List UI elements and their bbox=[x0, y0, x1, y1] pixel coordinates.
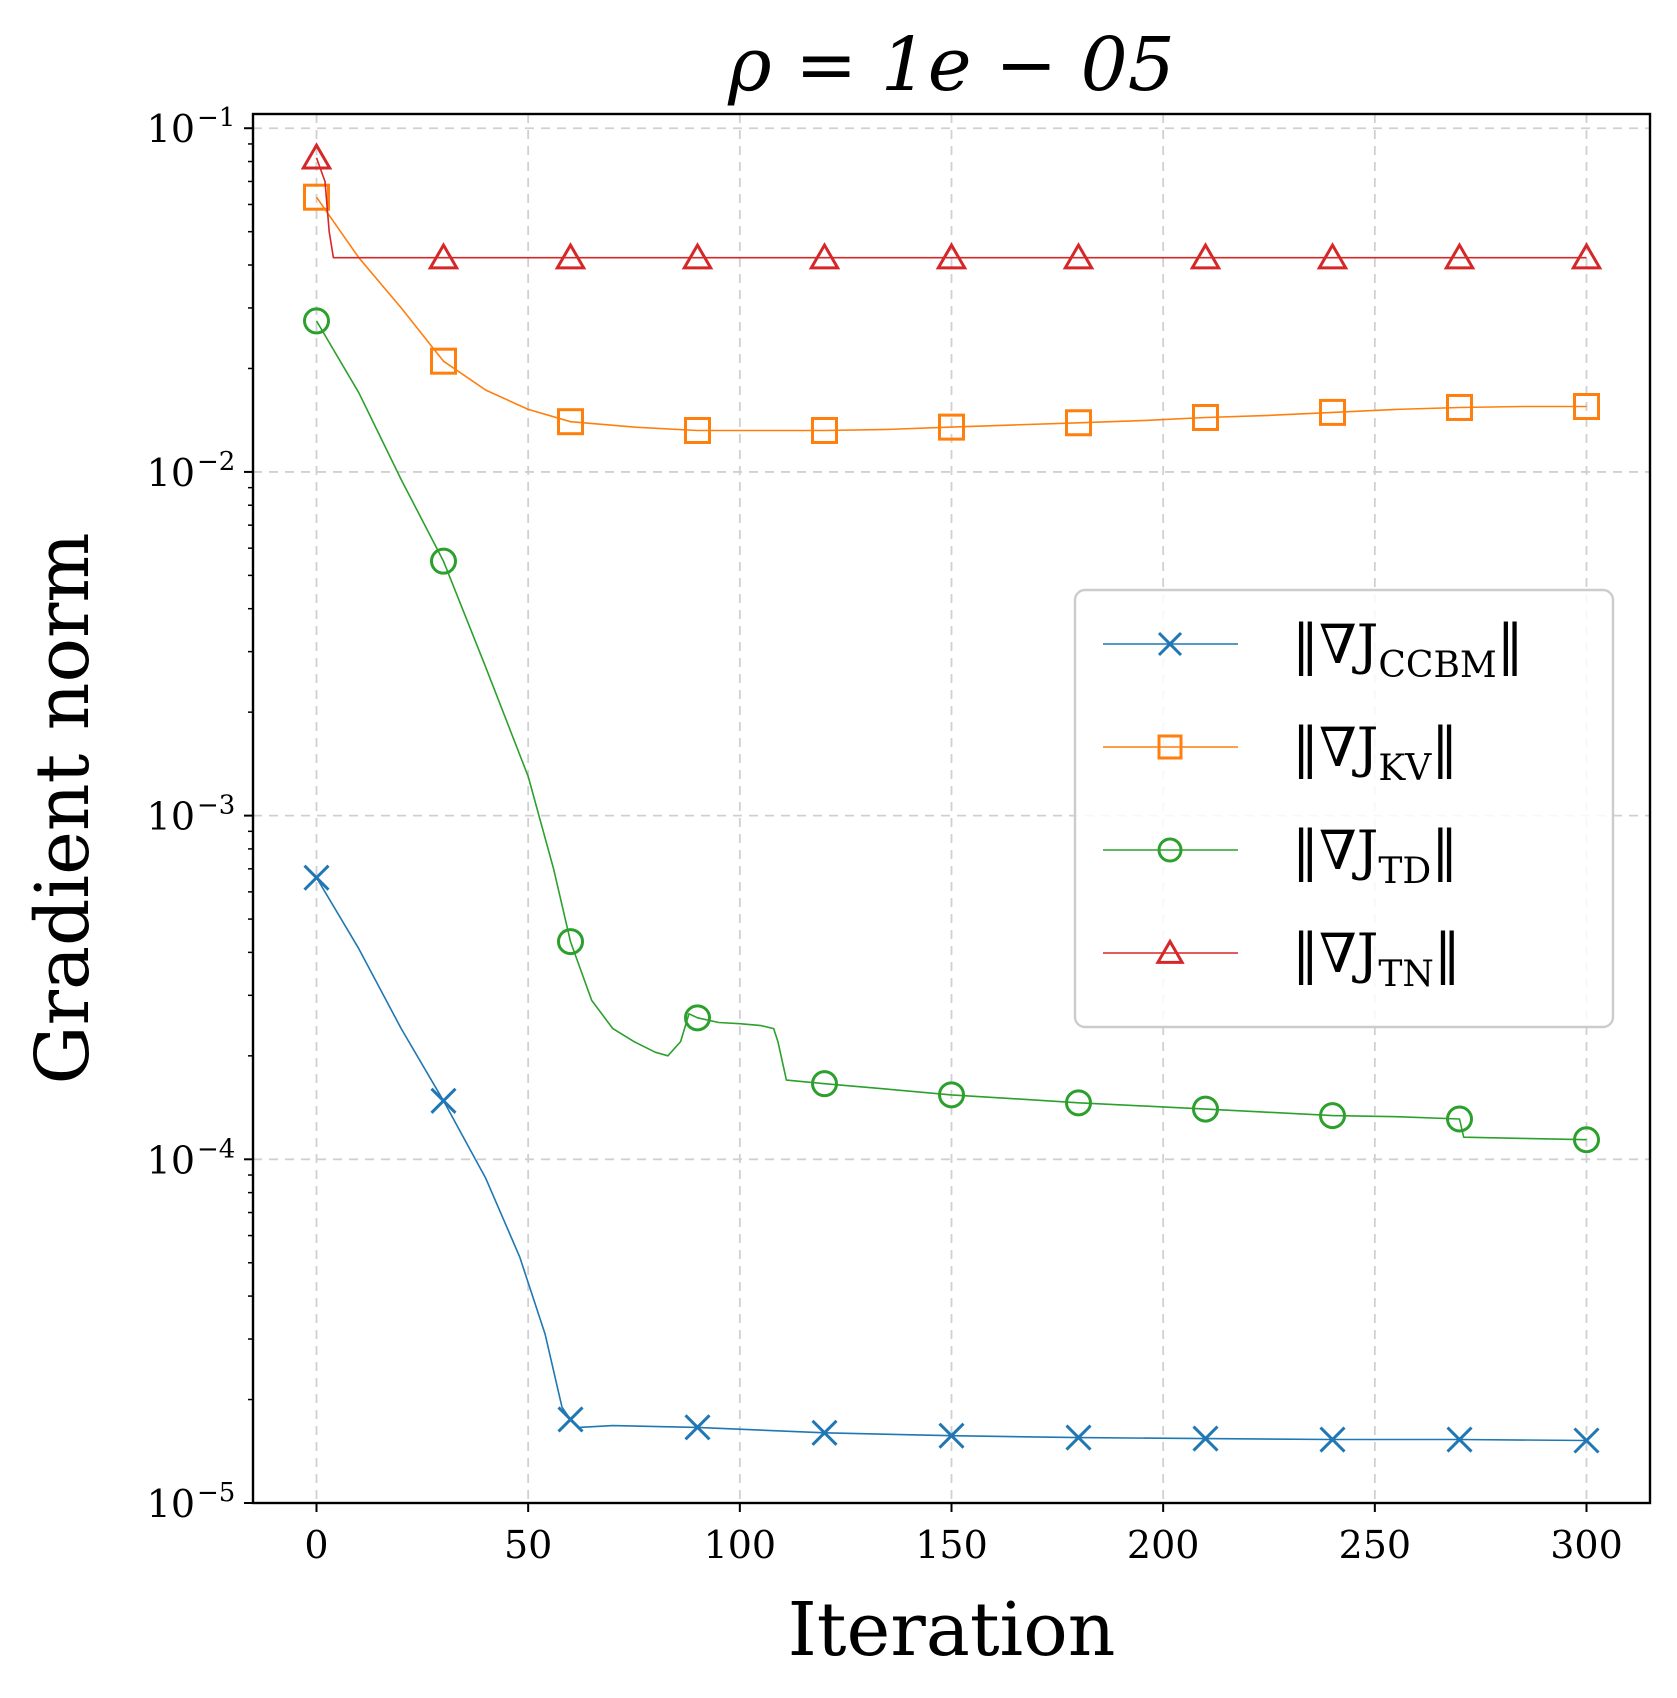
data-point-ccbm bbox=[1192, 1425, 1219, 1452]
legend-label-tn: ‖∇JTN‖ bbox=[1292, 922, 1461, 995]
data-point-kv bbox=[1319, 398, 1346, 426]
legend-item-tn: ‖∇JTN‖ bbox=[1103, 922, 1461, 995]
legend-marker-ccbm bbox=[1157, 631, 1183, 657]
data-point-tn bbox=[1062, 242, 1095, 270]
data-point-kv bbox=[1192, 403, 1219, 431]
y-tick-exponent: −4 bbox=[197, 1134, 235, 1164]
x-tick-label: 250 bbox=[1339, 1523, 1412, 1567]
data-point-tn bbox=[1570, 242, 1603, 270]
data-point-td bbox=[811, 1070, 838, 1098]
data-point-tn bbox=[808, 242, 841, 270]
data-point-ccbm bbox=[1573, 1427, 1600, 1454]
data-point-kv bbox=[557, 408, 584, 436]
y-tick-label: 10 bbox=[147, 451, 195, 495]
series-line-td bbox=[315, 320, 1587, 1141]
legend-marker-tn bbox=[1155, 938, 1185, 964]
data-point-kv bbox=[430, 347, 457, 375]
data-point-kv bbox=[938, 413, 965, 441]
data-point-tn bbox=[300, 142, 333, 170]
legend-item-ccbm: ‖∇JCCBM‖ bbox=[1103, 613, 1524, 686]
data-point-kv bbox=[1446, 393, 1473, 421]
data-point-ccbm bbox=[1446, 1426, 1473, 1453]
y-axis-label: Gradient norm bbox=[20, 532, 106, 1084]
data-point-ccbm bbox=[303, 864, 330, 891]
legend-label-td: ‖∇JTD‖ bbox=[1292, 819, 1458, 892]
series-td bbox=[303, 307, 1600, 1154]
data-point-kv bbox=[303, 183, 330, 211]
data-point-ccbm bbox=[430, 1087, 457, 1114]
legend-label-kv: ‖∇JKV‖ bbox=[1292, 716, 1458, 789]
x-tick-label: 300 bbox=[1550, 1523, 1623, 1567]
data-point-ccbm bbox=[1319, 1426, 1346, 1453]
legend-item-kv: ‖∇JKV‖ bbox=[1103, 716, 1458, 789]
data-point-tn bbox=[554, 242, 587, 270]
series-tn bbox=[300, 142, 1603, 270]
data-point-ccbm bbox=[811, 1419, 838, 1446]
y-tick-label: 10 bbox=[147, 1138, 195, 1182]
data-point-td bbox=[938, 1081, 965, 1109]
legend-marker-kv bbox=[1157, 734, 1183, 760]
series-layer bbox=[300, 142, 1603, 1454]
data-point-td bbox=[1446, 1105, 1473, 1133]
data-point-ccbm bbox=[684, 1414, 711, 1441]
data-point-tn bbox=[935, 242, 968, 270]
y-tick-exponent: −1 bbox=[197, 103, 235, 133]
series-line-kv bbox=[315, 196, 1587, 432]
y-tick-exponent: −5 bbox=[197, 1478, 235, 1508]
x-tick-label: 150 bbox=[915, 1523, 988, 1567]
legend-label-ccbm: ‖∇JCCBM‖ bbox=[1292, 613, 1524, 686]
data-point-kv bbox=[684, 416, 711, 444]
x-axis-label: Iteration bbox=[788, 1587, 1116, 1673]
x-tick-label: 0 bbox=[304, 1523, 328, 1567]
legend-box bbox=[1073, 588, 1615, 1029]
data-point-tn bbox=[681, 242, 714, 270]
data-point-tn bbox=[427, 242, 460, 270]
data-point-ccbm bbox=[938, 1422, 965, 1449]
data-point-tn bbox=[1189, 242, 1222, 270]
data-point-kv bbox=[1573, 393, 1600, 421]
y-tick-label: 10 bbox=[147, 107, 195, 151]
data-point-ccbm bbox=[557, 1406, 584, 1433]
y-tick-label: 10 bbox=[147, 1482, 195, 1526]
data-point-kv bbox=[811, 416, 838, 444]
x-tick-label: 200 bbox=[1127, 1523, 1200, 1567]
data-point-td bbox=[1573, 1126, 1600, 1154]
data-point-td bbox=[684, 1004, 711, 1032]
series-kv bbox=[303, 183, 1600, 444]
data-point-td bbox=[430, 547, 457, 575]
legend-item-td: ‖∇JTD‖ bbox=[1103, 819, 1458, 892]
y-tick-exponent: −2 bbox=[197, 447, 235, 477]
data-point-td bbox=[1192, 1095, 1219, 1123]
data-point-td bbox=[1065, 1089, 1092, 1117]
data-point-kv bbox=[1065, 409, 1092, 437]
data-point-tn bbox=[1443, 242, 1476, 270]
y-tick-label: 10 bbox=[147, 795, 195, 839]
data-point-tn bbox=[1316, 242, 1349, 270]
series-line-tn bbox=[315, 157, 1587, 259]
data-point-td bbox=[557, 928, 584, 956]
series-ccbm bbox=[303, 864, 1600, 1454]
data-point-ccbm bbox=[1065, 1424, 1092, 1451]
legend-marker-td bbox=[1157, 837, 1183, 863]
chart-title: ρ = 1e − 05 bbox=[727, 22, 1175, 108]
data-point-td bbox=[303, 307, 330, 335]
data-point-td bbox=[1319, 1102, 1346, 1130]
legend: ‖∇JCCBM‖ ‖∇JKV‖ ‖∇JTD‖ ‖∇JTN‖ bbox=[1073, 588, 1615, 1029]
x-tick-label: 50 bbox=[504, 1523, 552, 1567]
x-tick-label: 100 bbox=[704, 1523, 777, 1567]
y-tick-exponent: −3 bbox=[197, 791, 235, 821]
